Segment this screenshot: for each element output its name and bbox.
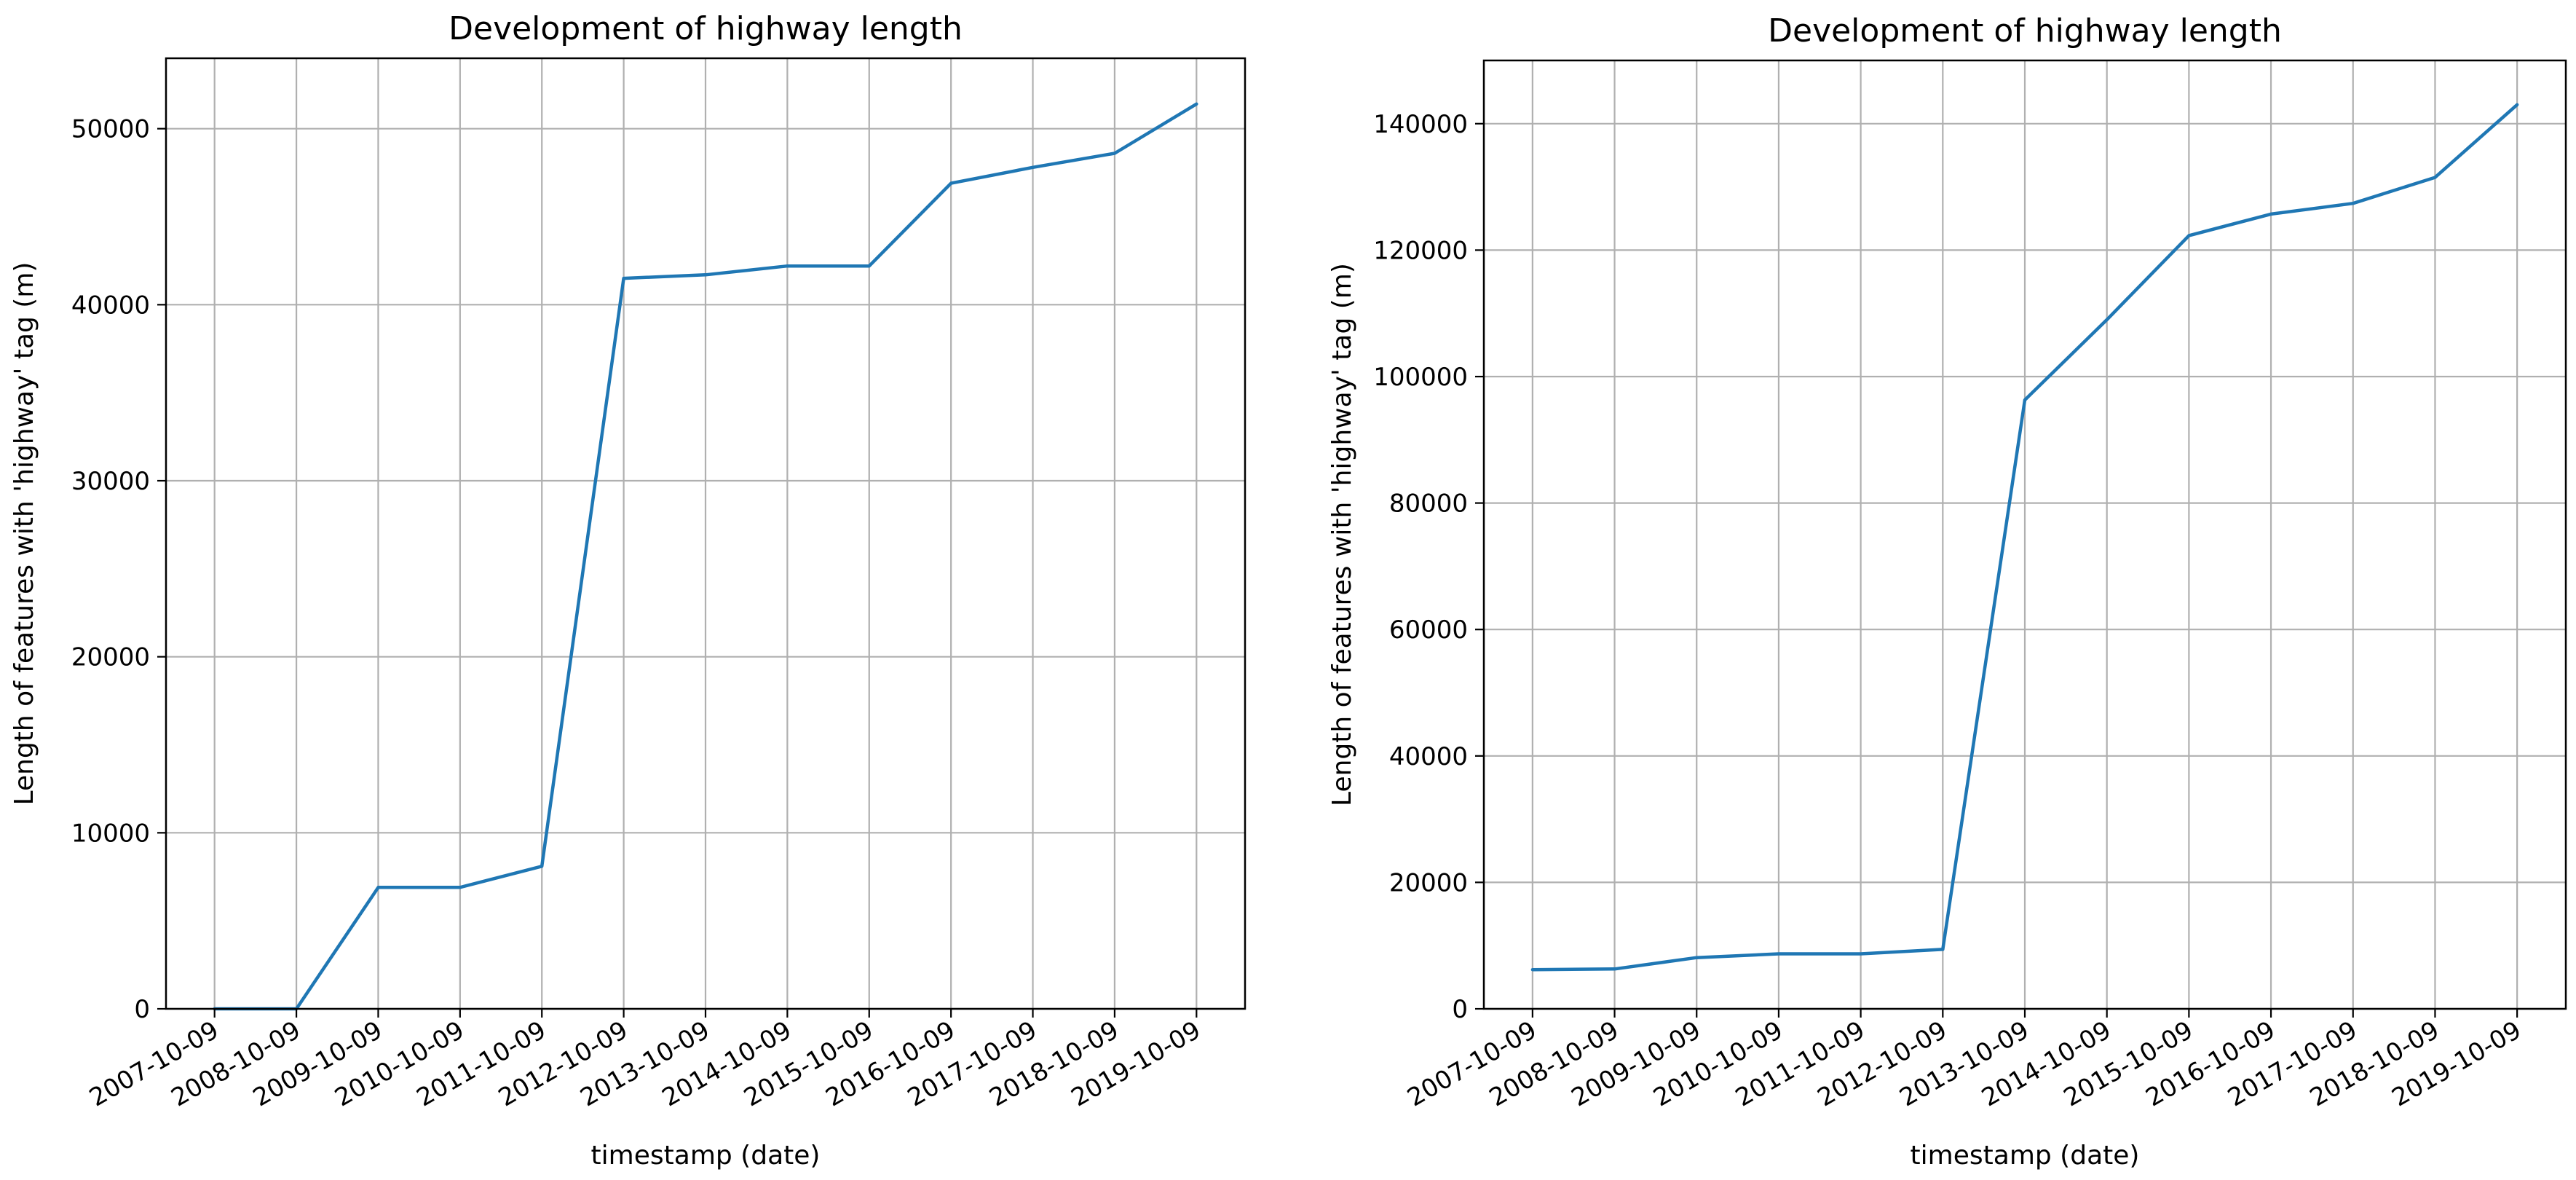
y-tick-label: 80000 (1389, 489, 1468, 519)
y-tick-label: 140000 (1373, 110, 1468, 139)
y-tick-label: 40000 (71, 291, 150, 320)
chart-1: 010000200003000040000500002007-10-092008… (9, 10, 1246, 1171)
y-tick-label: 100000 (1373, 363, 1468, 392)
y-tick-label: 50000 (71, 115, 150, 144)
y-axis-label: Length of features with 'highway' tag (m… (1327, 263, 1357, 806)
y-tick-label: 120000 (1373, 236, 1468, 265)
y-tick-label: 20000 (71, 643, 150, 672)
plot-frame (1482, 59, 2567, 1010)
chart-title: Development of highway length (449, 10, 963, 47)
x-axis-label: timestamp (date) (591, 1141, 821, 1171)
y-axis-label: Length of features with 'highway' tag (m… (9, 262, 39, 806)
chart-2: 0200004000060000800001000001200001400002… (1327, 12, 2567, 1171)
y-tick-label: 0 (134, 995, 150, 1024)
y-tick-label: 10000 (71, 819, 150, 848)
y-tick-label: 30000 (71, 467, 150, 496)
x-axis-label: timestamp (date) (1911, 1141, 2140, 1171)
y-tick-label: 40000 (1389, 742, 1468, 771)
plot-frame (165, 57, 1246, 1010)
y-tick-label: 60000 (1389, 615, 1468, 645)
y-tick-label: 20000 (1389, 868, 1468, 897)
series-line (1530, 103, 2519, 972)
chart-title: Development of highway length (1768, 12, 2282, 50)
series-line (213, 102, 1198, 1011)
y-tick-label: 0 (1452, 995, 1468, 1024)
